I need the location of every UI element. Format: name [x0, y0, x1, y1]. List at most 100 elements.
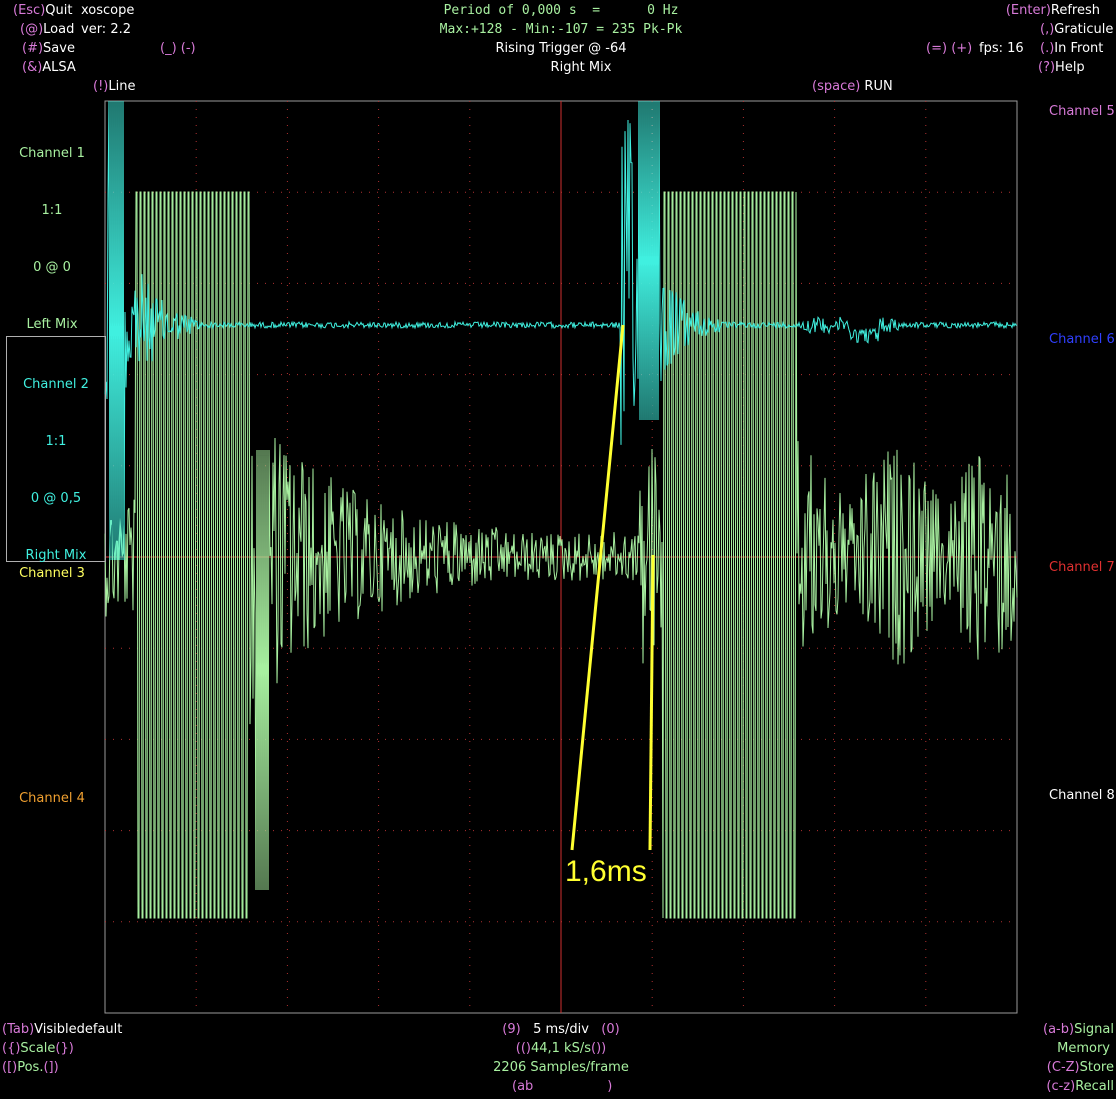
channel-7[interactable]: Channel 7: [1049, 560, 1115, 575]
key: (,): [1040, 22, 1055, 37]
refresh[interactable]: (Enter)Refresh: [1006, 3, 1100, 19]
key: (a-b): [1043, 1022, 1075, 1037]
label: RUN: [864, 79, 893, 94]
quit[interactable]: (Esc)Quit: [13, 3, 72, 19]
label: In Front: [1054, 41, 1104, 56]
version: ver: 2.2: [81, 22, 131, 37]
key: (Esc): [13, 3, 46, 18]
annotation-line: [570, 324, 625, 851]
channel-name: Channel 2: [23, 377, 89, 392]
label: 44,1 kS/s: [530, 1041, 591, 1056]
key: (=): [926, 41, 948, 56]
label: Help: [1055, 60, 1085, 75]
channel-source: Left Mix: [26, 317, 78, 332]
store[interactable]: (C-Z)Store: [1047, 1060, 1114, 1076]
label: Load: [43, 22, 75, 37]
samples: 2206 Samples/frame: [493, 1060, 629, 1075]
in-front[interactable]: (.)In Front: [1040, 41, 1103, 57]
channel-pos: 0 @ 0,5: [30, 491, 82, 506]
label: Save: [43, 41, 75, 56]
channel-3[interactable]: Channel 3: [19, 566, 85, 581]
key: (0): [601, 1022, 620, 1037]
key: ()): [591, 1041, 607, 1056]
scale-keys[interactable]: (_) (-): [160, 41, 196, 57]
label: 5 ms/div: [533, 1022, 589, 1037]
key: ): [607, 1079, 613, 1094]
channel-4[interactable]: Channel 4: [19, 791, 85, 806]
load[interactable]: (@)Load: [20, 22, 74, 38]
label: Pos.: [17, 1060, 44, 1075]
position[interactable]: ([)Pos.(]): [2, 1060, 59, 1076]
trigger-source: Right Mix: [550, 60, 612, 75]
key: (@): [20, 22, 44, 37]
visible[interactable]: (Tab)Visibledefault: [2, 1022, 122, 1038]
channel-name: Channel 1: [19, 146, 85, 161]
channel-8[interactable]: Channel 8: [1049, 788, 1115, 803]
key: (9): [502, 1022, 521, 1037]
fps-keys[interactable]: (=) (+): [926, 41, 972, 57]
key: (Enter): [1005, 3, 1051, 18]
key: (?): [1038, 60, 1056, 75]
fps: fps: 16: [979, 41, 1024, 56]
key: (+): [951, 41, 973, 56]
sample-rate[interactable]: (()44,1 kS/s()): [411, 1041, 711, 1057]
label: Visible: [34, 1022, 77, 1037]
label: Store: [1079, 1060, 1114, 1075]
key: (#): [22, 41, 44, 56]
label: Graticule: [1054, 22, 1114, 37]
key: ([): [2, 1060, 18, 1075]
key: (-): [180, 41, 196, 56]
trigger: Rising Trigger @ -64: [495, 41, 627, 56]
signal[interactable]: (a-b)Signal: [1043, 1022, 1114, 1038]
key: (!): [93, 79, 109, 94]
label: ALSA: [42, 60, 76, 75]
alsa[interactable]: (&)ALSA: [22, 60, 76, 76]
run[interactable]: (space) RUN: [812, 79, 893, 95]
annotation-line: [648, 554, 655, 851]
timebase[interactable]: (9) 5 ms/div (0): [411, 1022, 711, 1038]
key: (space): [812, 79, 861, 94]
channel-1[interactable]: Channel 1 1:1 0 @ 0 Left Mix: [2, 106, 102, 353]
scale[interactable]: ({)Scale(}): [2, 1041, 74, 1057]
save[interactable]: (#)Save: [22, 41, 75, 57]
channel-pos: 0 @ 0: [33, 260, 71, 275]
max-min: Max:+128 - Min:-107 = 235 Pk-Pk: [439, 22, 683, 37]
graticule-toggle[interactable]: (,)Graticule: [1040, 22, 1113, 38]
key: (_): [160, 41, 177, 56]
channel-1-trace: [104, 191, 1018, 919]
channel-2-trace: [104, 100, 1018, 561]
math[interactable]: (ab): [512, 1079, 612, 1095]
label: Signal: [1074, 1022, 1114, 1037]
line[interactable]: (!)Line: [93, 79, 135, 95]
app-name: xoscope: [81, 3, 135, 18]
key: (.): [1040, 41, 1055, 56]
channel-2[interactable]: Channel 2 1:1 0 @ 0,5 Right Mix: [6, 336, 106, 563]
key: ({): [2, 1041, 21, 1056]
value: default: [76, 1022, 123, 1037]
label: Refresh: [1050, 3, 1100, 18]
label: Recall: [1075, 1079, 1114, 1094]
key: (C-Z): [1046, 1060, 1080, 1075]
annotation-text: 1,6ms: [565, 855, 647, 888]
channel-source: Right Mix: [25, 548, 87, 563]
channel-scale: 1:1: [41, 203, 63, 218]
key: (c-z): [1046, 1079, 1076, 1094]
channel-6[interactable]: Channel 6: [1049, 332, 1115, 347]
key: (]): [43, 1060, 59, 1075]
label: Quit: [45, 3, 73, 18]
recall[interactable]: (c-z)Recall: [1046, 1079, 1114, 1095]
channel-5[interactable]: Channel 5: [1049, 104, 1115, 119]
key: (Tab): [2, 1022, 35, 1037]
help[interactable]: (?)Help: [1038, 60, 1085, 76]
key: (&): [22, 60, 43, 75]
key: ((): [515, 1041, 531, 1056]
period: Period of 0,000 s = 0 Hz: [443, 3, 679, 18]
channel-scale: 1:1: [45, 434, 67, 449]
key: (}): [55, 1041, 74, 1056]
label: Line: [108, 79, 136, 94]
label: Scale: [20, 1041, 56, 1056]
memory: Memory: [1057, 1041, 1110, 1056]
key: (ab: [512, 1079, 534, 1094]
